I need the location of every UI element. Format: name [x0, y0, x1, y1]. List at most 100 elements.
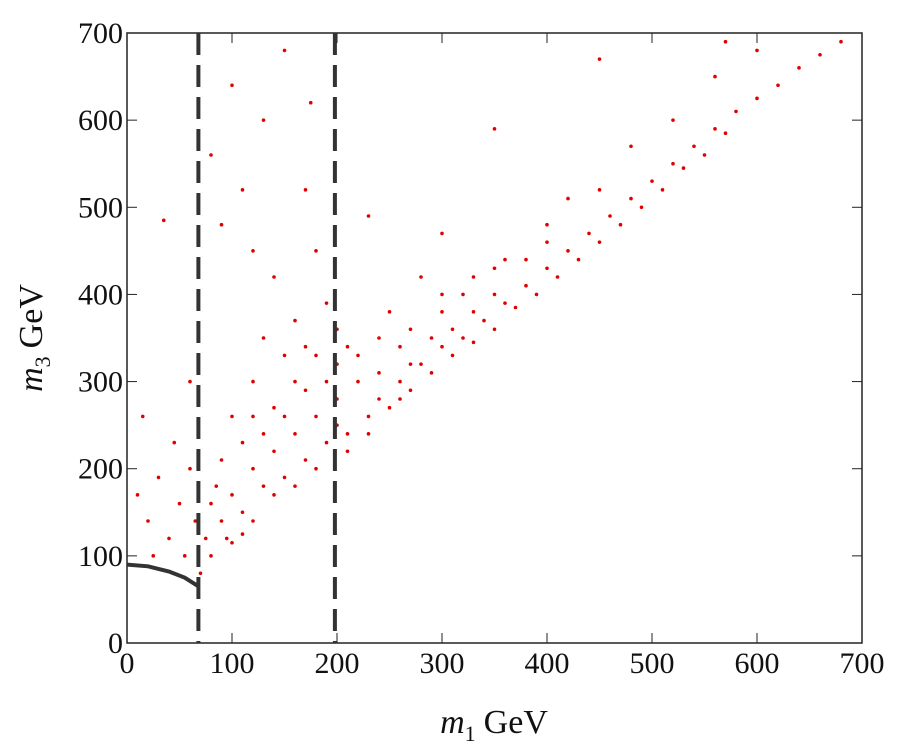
x-tick-label: 500 [630, 647, 675, 680]
y-tick-label: 0 [108, 627, 123, 660]
point [839, 39, 843, 44]
point [566, 249, 570, 253]
point [797, 66, 801, 70]
point [172, 440, 177, 445]
point [324, 301, 329, 305]
point [356, 379, 360, 384]
point [482, 318, 486, 323]
point [230, 540, 234, 545]
y-axis-label: m3 GeV [13, 284, 55, 392]
point [377, 336, 381, 340]
point [240, 510, 245, 515]
point [755, 96, 759, 101]
x-label-unit: GeV [484, 704, 549, 741]
point [597, 240, 602, 244]
point [345, 432, 350, 436]
point [261, 118, 266, 122]
point [545, 222, 549, 227]
point [261, 336, 266, 340]
point [345, 344, 350, 349]
point [219, 458, 224, 462]
y-tick-label: 400 [78, 278, 123, 311]
point [167, 536, 171, 541]
plot-frame [126, 32, 863, 644]
point [681, 166, 686, 170]
point [251, 519, 255, 523]
point [219, 222, 224, 227]
point [230, 414, 234, 419]
point [387, 310, 392, 314]
point [429, 371, 434, 375]
point [272, 493, 276, 497]
point [156, 475, 161, 480]
point [203, 536, 208, 541]
point [713, 74, 717, 79]
point [272, 449, 276, 454]
point [608, 214, 612, 218]
point [303, 458, 308, 462]
point [230, 83, 234, 88]
point [282, 353, 287, 358]
point [377, 397, 381, 401]
point [366, 414, 371, 419]
point [492, 327, 497, 332]
point [408, 388, 413, 393]
point [408, 362, 413, 366]
point [303, 388, 308, 393]
point [629, 196, 633, 201]
point [492, 292, 497, 297]
y-tick-label: 600 [78, 104, 123, 137]
point [219, 519, 224, 523]
point [471, 310, 476, 314]
point [324, 379, 329, 384]
y-tick-label: 500 [78, 191, 123, 224]
x-tick-label: 400 [525, 647, 570, 680]
point [303, 188, 308, 192]
y-label-subscript: 3 [30, 356, 55, 367]
point [188, 379, 192, 384]
point [161, 218, 166, 223]
point [429, 336, 434, 340]
boundary-curve [126, 562, 200, 589]
point [261, 432, 266, 436]
point [450, 327, 455, 332]
x-tick-label: 300 [420, 647, 465, 680]
point [240, 188, 245, 192]
point [713, 127, 717, 131]
point [660, 188, 665, 192]
point [293, 318, 297, 323]
point [240, 532, 245, 536]
x-axis-label: m1 GeV [440, 704, 548, 746]
point [198, 571, 203, 576]
x-label-subscript: 1 [465, 721, 476, 746]
point [282, 48, 287, 53]
point [324, 440, 329, 445]
point [272, 405, 276, 410]
point [587, 231, 591, 236]
point [440, 344, 444, 349]
point [377, 371, 381, 375]
point [188, 466, 192, 471]
point [398, 344, 402, 349]
point [566, 196, 570, 201]
point [314, 466, 318, 471]
point [366, 214, 371, 218]
point [461, 292, 465, 297]
point [282, 475, 287, 480]
point [251, 414, 255, 419]
x-tick-label: 100 [210, 647, 255, 680]
point [282, 414, 287, 419]
point [755, 48, 759, 53]
point [776, 83, 780, 88]
point [492, 266, 497, 271]
point [230, 493, 234, 497]
point [314, 414, 318, 419]
point [702, 153, 707, 157]
x-tick-label: 200 [315, 647, 360, 680]
point [209, 554, 213, 558]
x-tick-label: 0 [120, 647, 135, 680]
point [140, 414, 145, 419]
point [308, 100, 313, 105]
point [597, 57, 602, 61]
